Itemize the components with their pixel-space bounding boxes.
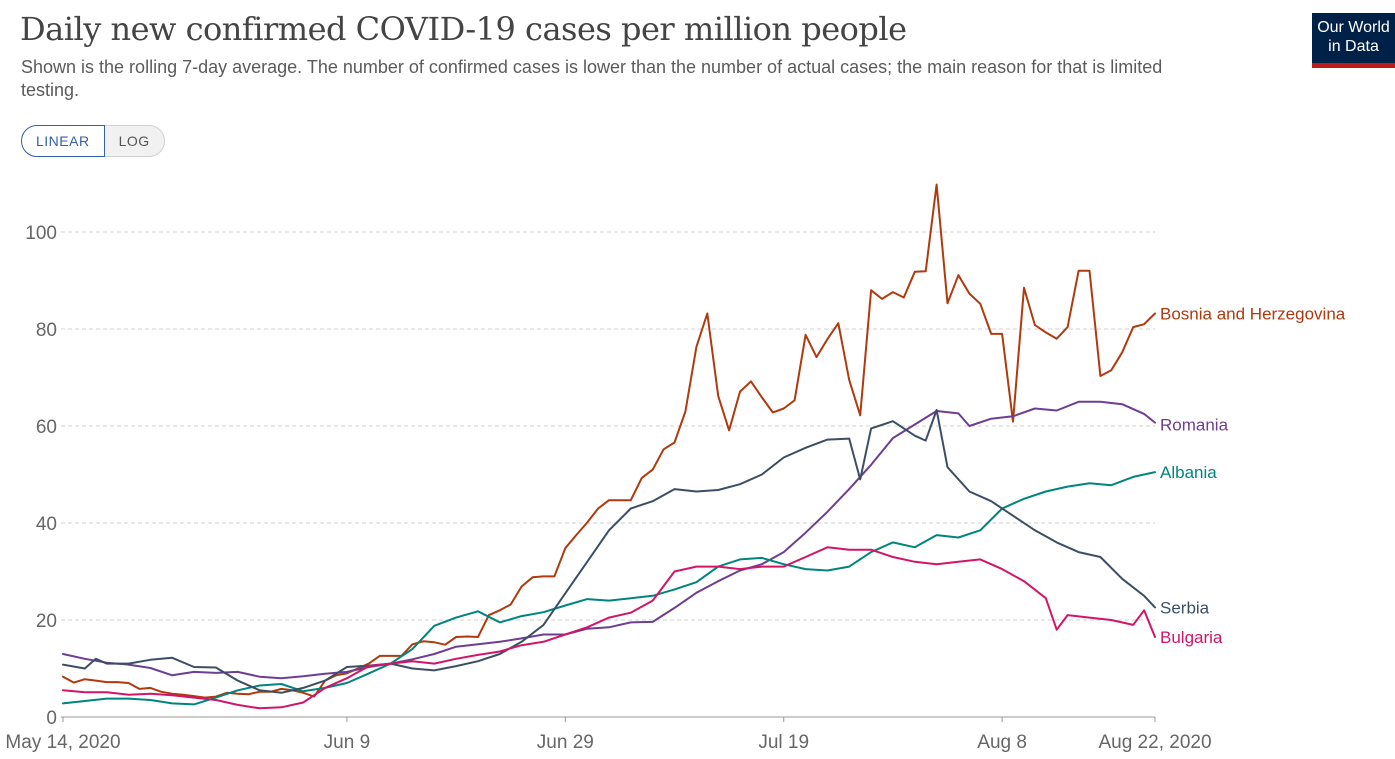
x-axis: May 14, 2020 Jun 9 Jun 29 Jul 19 Aug 8 Aug 22… [5, 716, 1212, 753]
linear-scale-button[interactable]: LINEAR [21, 125, 105, 157]
series-label-albania[interactable]: Albania [1160, 463, 1217, 482]
x-tick-label: Aug 22, 2020 [1098, 732, 1211, 753]
x-tick-label: Jun 29 [537, 732, 594, 753]
logo-line-2: in Data [1328, 38, 1379, 55]
series-label-serbia[interactable]: Serbia [1160, 598, 1210, 617]
x-tick-label: Jun 9 [324, 732, 370, 753]
series-label-romania[interactable]: Romania [1160, 416, 1229, 435]
series-line-bulgaria[interactable] [62, 546, 1156, 710]
scale-toggle: LINEAR LOG [21, 125, 165, 157]
y-tick-label: 80 [36, 320, 57, 341]
log-scale-button[interactable]: LOG [118, 133, 150, 149]
our-world-in-data-logo[interactable]: Our World in Data [1312, 13, 1395, 68]
logo-line-1: Our World [1317, 19, 1390, 36]
series-lines [62, 183, 1156, 710]
y-axis: 0 20 40 60 80 100 [25, 223, 57, 729]
y-tick-label: 40 [36, 514, 57, 535]
x-tick-label: Aug 8 [977, 732, 1027, 753]
chart-subtitle: Shown is the rolling 7-day average. The … [21, 57, 1163, 100]
series-line-bosnia-and-herzegovina[interactable] [62, 183, 1156, 699]
series-line-romania[interactable] [62, 400, 1156, 680]
y-tick-label: 60 [36, 417, 57, 438]
y-tick-label: 0 [46, 708, 57, 729]
x-tick-label: May 14, 2020 [5, 732, 120, 753]
chart-title: Daily new confirmed COVID-19 cases per m… [20, 10, 907, 48]
series-label-bulgaria[interactable]: Bulgaria [1160, 628, 1223, 647]
x-tick-label: Jul 19 [758, 732, 809, 753]
series-line-serbia[interactable] [62, 409, 1156, 694]
y-tick-label: 20 [36, 611, 57, 632]
series-labels: Bosnia and Herzegovina Romania Albania Serb… [1160, 304, 1346, 646]
series-label-bosnia-and-herzegovina[interactable]: Bosnia and Herzegovina [1160, 304, 1346, 323]
series-line-albania[interactable] [62, 471, 1156, 706]
grid-lines [61, 231, 1155, 621]
y-tick-label: 100 [25, 223, 57, 244]
